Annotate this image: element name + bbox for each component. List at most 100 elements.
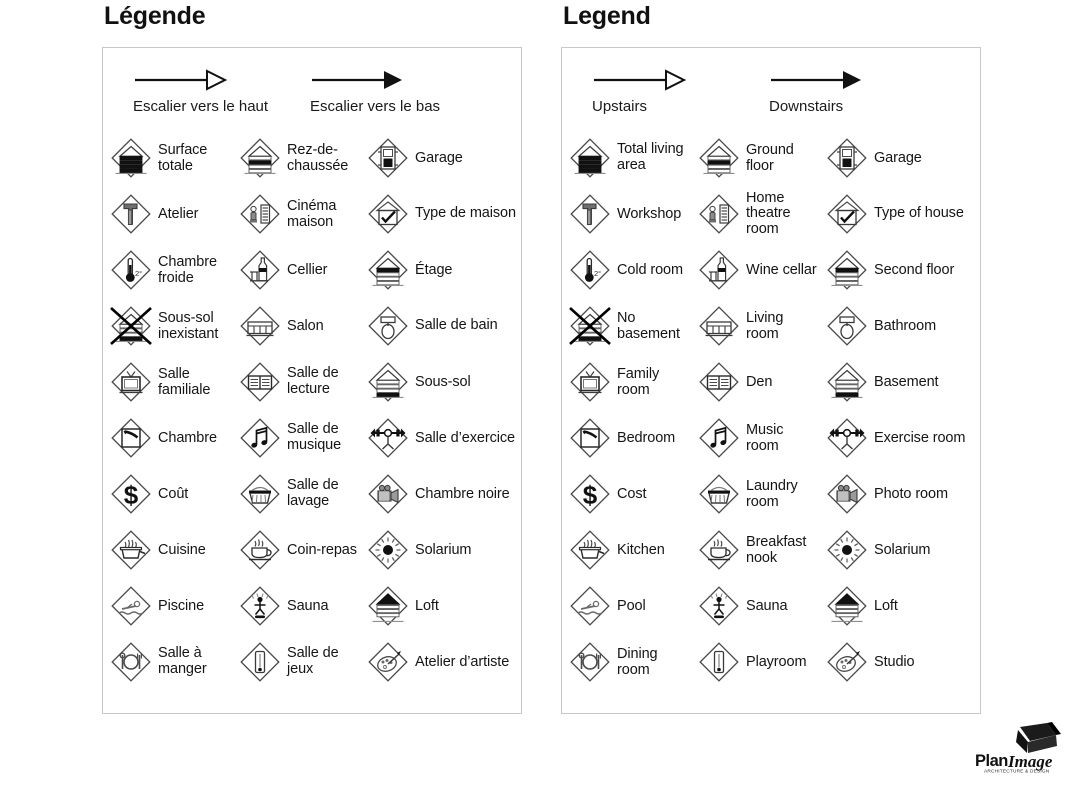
kitchen-pot-icon: [109, 528, 153, 572]
legend-item-label: Cellier: [287, 261, 328, 278]
legend-item: Exercise room: [819, 410, 982, 466]
legend-item: Loft: [819, 578, 982, 634]
legend-item-label: Salle de jeux: [287, 645, 339, 677]
legend-item-label: Exercise room: [874, 429, 966, 446]
legend-item-label: Sauna: [287, 597, 329, 614]
playroom-icon: [238, 640, 282, 684]
legend-item: Cuisine: [103, 522, 232, 578]
legend-item-label: Second floor: [874, 261, 955, 278]
legend-item: Salon: [232, 298, 360, 354]
ground-floor-icon: [238, 136, 282, 180]
legend-item-label: Cost: [617, 485, 647, 502]
legend-item: Solarium: [819, 522, 982, 578]
stairs-label: Upstairs: [592, 98, 648, 115]
photo-room-camera-icon: [825, 472, 869, 516]
cold-room-thermometer-icon: 2°: [568, 248, 612, 292]
legend-item: Living room: [691, 298, 819, 354]
legend-item: Sauna: [232, 578, 360, 634]
legend-item-label: Cinéma maison: [287, 197, 337, 230]
svg-text:$: $: [583, 480, 598, 510]
legend-panel-fr: Escalier vers le haut Escalier vers le b…: [102, 47, 522, 714]
legend-item: Salle familiale: [103, 354, 232, 410]
stairs-row-en: Upstairs Downstairs: [562, 68, 980, 126]
legend-item-label: Salle à manger: [158, 645, 207, 677]
legend-item: Garage: [360, 130, 523, 186]
legend-item: Breakfast nook: [691, 522, 819, 578]
legend-item-label: Pool: [617, 597, 646, 614]
studio-palette-icon: [366, 640, 410, 684]
legend-item: Den: [691, 354, 819, 410]
legend-item-label: Home theatre room: [746, 189, 791, 237]
legend-item-label: Cuisine: [158, 541, 206, 558]
legend-item-label: Sauna: [746, 597, 788, 614]
pool-swimmer-icon: [568, 584, 612, 628]
legend-item: Loft: [360, 578, 523, 634]
legend-item: Pool: [562, 578, 691, 634]
cost-dollar-icon: $: [568, 472, 612, 516]
legend-item: Home theatre room: [691, 186, 819, 242]
stairs-down-item: Downstairs: [769, 68, 865, 115]
legend-item-label: Living room: [746, 309, 784, 342]
legend-item: Wine cellar: [691, 242, 819, 298]
legend-item: Salle de lecture: [232, 354, 360, 410]
legend-item: Atelier: [103, 186, 232, 242]
legend-item-label: Playroom: [746, 653, 807, 670]
workshop-hammer-icon: [568, 192, 612, 236]
legend-item-label: Salle d’exercice: [415, 429, 515, 446]
legend-item-label: Piscine: [158, 597, 205, 614]
legend-item-label: Type de maison: [415, 205, 516, 222]
bathroom-toilet-icon: [825, 304, 869, 348]
stairs-down-item: Escalier vers le bas: [310, 68, 440, 115]
wine-cellar-icon: [238, 248, 282, 292]
legend-item: Playroom: [691, 634, 819, 690]
legend-item: Chambre noire: [360, 466, 523, 522]
legend-item-label: Rez-de-chaussée: [287, 141, 349, 174]
wine-cellar-icon: [697, 248, 741, 292]
legend-item: Kitchen: [562, 522, 691, 578]
ground-floor-icon: [697, 136, 741, 180]
legend-item-label: Kitchen: [617, 541, 665, 558]
legend-item: Laundry room: [691, 466, 819, 522]
arrow-down-solid-icon: [310, 68, 440, 97]
stairs-up-item: Upstairs: [592, 68, 688, 115]
second-floor-icon: [366, 248, 410, 292]
legend-item-label: Solarium: [874, 541, 931, 558]
legend-item-label: No basement: [617, 309, 680, 342]
stairs-label: Escalier vers le haut: [133, 98, 269, 115]
logo-tagline: ARCHITECTURE & DESIGN: [984, 769, 1050, 775]
legend-item-label: Den: [746, 373, 773, 390]
living-room-sofa-icon: [697, 304, 741, 348]
sauna-icon: [238, 584, 282, 628]
garage-icon: [366, 136, 410, 180]
legend-item-label: Basement: [874, 373, 939, 390]
type-of-house-icon: [366, 192, 410, 236]
legend-item-label: Bathroom: [874, 317, 937, 334]
page-title-en: Legend: [563, 2, 651, 30]
legend-item-label: Ground floor: [746, 141, 794, 174]
legend-item: Total living area: [562, 130, 691, 186]
legend-item: Workshop: [562, 186, 691, 242]
type-of-house-icon: [825, 192, 869, 236]
legend-item: Salle de bain: [360, 298, 523, 354]
exercise-room-weights-icon: [825, 416, 869, 460]
breakfast-nook-cup-icon: [697, 528, 741, 572]
studio-palette-icon: [825, 640, 869, 684]
pool-swimmer-icon: [109, 584, 153, 628]
legend-item-label: Workshop: [617, 205, 682, 222]
exercise-room-weights-icon: [366, 416, 410, 460]
legend-item: No basement: [562, 298, 691, 354]
family-room-tv-icon: [109, 360, 153, 404]
laundry-room-icon: [238, 472, 282, 516]
den-book-icon: [697, 360, 741, 404]
cold-room-thermometer-icon: 2°: [109, 248, 153, 292]
playroom-icon: [697, 640, 741, 684]
legend-item-label: Coût: [158, 485, 189, 502]
legend-item: 2° Chambre froide: [103, 242, 232, 298]
music-room-note-icon: [238, 416, 282, 460]
legend-item-label: Breakfast nook: [746, 533, 807, 566]
legend-item: Photo room: [819, 466, 982, 522]
arrow-up-hollow-icon: [592, 68, 688, 97]
solarium-sun-icon: [825, 528, 869, 572]
logo-word-bold: Plan: [975, 752, 1008, 770]
legend-item-label: Dining room: [617, 645, 658, 678]
